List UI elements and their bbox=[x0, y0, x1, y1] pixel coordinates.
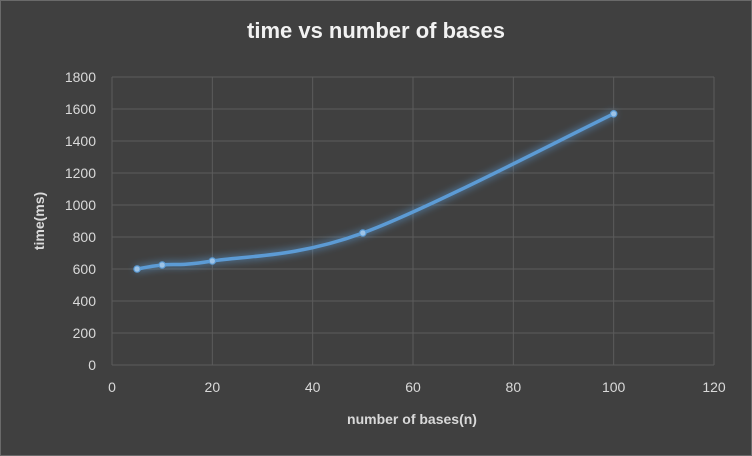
x-tick-label: 60 bbox=[405, 379, 421, 395]
x-tick-label: 80 bbox=[506, 379, 522, 395]
y-tick-label: 1600 bbox=[65, 101, 96, 117]
y-tick-label: 400 bbox=[73, 293, 97, 309]
data-point bbox=[133, 265, 141, 273]
y-tick-label: 600 bbox=[73, 261, 97, 277]
x-tick-label: 100 bbox=[602, 379, 626, 395]
x-tick-label: 120 bbox=[702, 379, 726, 395]
series-line bbox=[135, 112, 616, 271]
x-tick-label: 20 bbox=[205, 379, 221, 395]
y-tick-label: 0 bbox=[88, 357, 96, 373]
y-tick-label: 800 bbox=[73, 229, 97, 245]
y-axis-title: time(ms) bbox=[31, 192, 47, 250]
y-tick-label: 1400 bbox=[65, 133, 96, 149]
x-tick-label: 0 bbox=[108, 379, 116, 395]
data-point bbox=[208, 257, 217, 265]
y-tick-label: 1200 bbox=[65, 165, 96, 181]
y-tick-label: 200 bbox=[73, 325, 97, 341]
chart-title: time vs number of bases bbox=[247, 18, 505, 43]
gridlines bbox=[111, 76, 715, 366]
tick-labels: 0 200 400 600 800 1000 1200 1400 1600 1800 0 20 40 60… bbox=[65, 69, 726, 395]
x-axis-title: number of bases(n) bbox=[347, 411, 477, 427]
data-point bbox=[158, 261, 166, 269]
y-tick-label: 1800 bbox=[65, 69, 96, 85]
data-series bbox=[133, 110, 618, 273]
y-tick-label: 1000 bbox=[65, 197, 96, 213]
x-tick-label: 40 bbox=[305, 379, 321, 395]
data-point bbox=[359, 229, 367, 237]
data-point bbox=[609, 110, 618, 118]
